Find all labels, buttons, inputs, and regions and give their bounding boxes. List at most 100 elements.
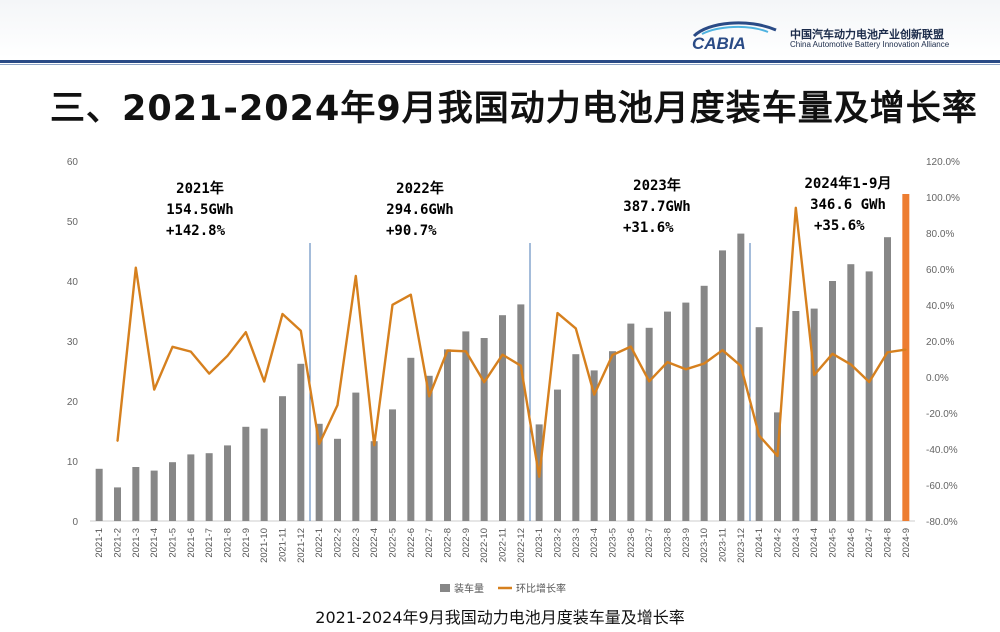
growth-rate-point — [575, 327, 577, 330]
bar — [810, 308, 818, 521]
y-right-tick-label: 0.0% — [926, 373, 949, 384]
growth-rate-point — [776, 455, 779, 457]
bar — [150, 470, 158, 521]
bar — [847, 264, 855, 521]
x-tick-label: 2023-8 — [663, 528, 674, 558]
x-tick-label: 2024-9 — [901, 528, 912, 558]
growth-rate-point — [648, 380, 650, 383]
growth-rate-point — [703, 362, 705, 365]
x-tick-label: 2023-5 — [608, 528, 619, 558]
growth-rate-point — [135, 266, 137, 269]
annotation-growth: +90.7% — [386, 223, 437, 239]
growth-rate-point — [391, 304, 394, 306]
org-name-cn: 中国汽车动力电池产业创新联盟 — [790, 28, 944, 41]
bar — [590, 370, 598, 521]
x-tick-label: 2023-11 — [718, 528, 729, 562]
logo-text: CABIA — [692, 34, 746, 52]
header-rule-thin — [0, 64, 1000, 65]
x-tick-label: 2021-4 — [149, 528, 160, 558]
x-tick-label: 2023-9 — [681, 528, 692, 558]
x-tick-label: 2024-2 — [773, 528, 784, 558]
growth-rate-line — [116, 206, 906, 478]
growth-rate-point — [281, 313, 284, 315]
y-right-tick-label: -80.0% — [926, 517, 958, 528]
growth-rate-point — [116, 440, 119, 442]
bar — [297, 363, 305, 521]
growth-rate-point — [245, 331, 247, 333]
legend-bar-label: 装车量 — [454, 582, 484, 595]
x-tick-label: 2021-3 — [131, 528, 142, 558]
bar — [407, 357, 415, 521]
x-tick-label: 2021-7 — [204, 528, 215, 558]
growth-rate-point — [740, 365, 742, 367]
legend-bar-swatch — [440, 584, 450, 592]
growth-rate-point — [446, 349, 449, 352]
x-tick-label: 2023-7 — [644, 528, 655, 558]
growth-rate-point — [520, 364, 522, 367]
growth-rate-point — [263, 380, 265, 383]
x-tick-label: 2022-7 — [424, 528, 435, 558]
bar — [315, 423, 323, 521]
x-tick-label: 2022-4 — [369, 528, 380, 558]
bar — [700, 285, 708, 521]
bar — [682, 302, 690, 521]
bar — [645, 327, 653, 521]
annotation-year: 2021年 — [176, 180, 224, 197]
x-tick-label: 2024-8 — [883, 528, 894, 558]
bar — [774, 412, 781, 521]
x-tick-label: 2021-1 — [94, 528, 105, 558]
bar — [664, 311, 671, 521]
bar — [627, 323, 635, 521]
bar — [755, 327, 763, 521]
y-left-tick-label: 0 — [72, 517, 78, 528]
x-tick-label: 2022-8 — [443, 528, 454, 558]
bar — [114, 487, 121, 521]
y-right-tick-label: 80.0% — [926, 229, 954, 240]
annotation-year: 2022年 — [396, 180, 444, 197]
growth-rate-point — [556, 312, 559, 314]
annotation-growth: +35.6% — [814, 218, 865, 234]
x-tick-label: 2022-2 — [333, 528, 344, 558]
x-tick-label: 2024-4 — [809, 528, 820, 558]
x-tick-label: 2021-9 — [241, 528, 252, 558]
bar-highlight — [902, 194, 910, 521]
bar — [865, 271, 873, 521]
header-rule — [0, 60, 1000, 63]
bar — [132, 467, 140, 521]
x-tick-label: 2024-1 — [754, 528, 765, 558]
x-tick-label: 2022-9 — [461, 528, 472, 558]
x-tick-label: 2021-2 — [113, 528, 124, 558]
bar — [389, 409, 396, 521]
growth-rate-point — [336, 404, 339, 406]
y-right-tick-label: 120.0% — [926, 157, 960, 168]
growth-rate-point — [501, 353, 504, 356]
bar — [609, 351, 616, 521]
x-tick-label: 2024-5 — [828, 528, 839, 558]
bar — [260, 428, 268, 521]
bar — [425, 375, 433, 521]
x-tick-label: 2022-5 — [388, 528, 399, 558]
x-tick-label: 2023-6 — [626, 528, 637, 558]
annotation-total: 154.5GWh — [166, 202, 233, 218]
bar — [719, 250, 726, 521]
growth-rate-point — [721, 349, 724, 351]
x-tick-label: 2022-6 — [406, 528, 417, 558]
x-tick-label: 2023-10 — [699, 528, 710, 563]
bar — [517, 304, 525, 521]
bar — [242, 426, 250, 521]
growth-rate-point — [886, 351, 889, 354]
x-tick-label: 2021-10 — [259, 528, 270, 563]
growth-rate-point — [611, 354, 614, 356]
annotation-growth: +142.8% — [166, 223, 226, 239]
bar — [334, 438, 341, 521]
x-tick-label: 2024-3 — [791, 528, 802, 558]
x-tick-label: 2024-7 — [864, 528, 875, 558]
y-right-tick-label: -20.0% — [926, 409, 958, 420]
x-tick-label: 2022-3 — [351, 528, 362, 558]
bar — [279, 396, 286, 521]
growth-rate-point — [410, 293, 412, 296]
bar — [737, 233, 745, 521]
bar — [224, 445, 231, 521]
annotation-growth: +31.6% — [623, 220, 674, 236]
annotation-year: 2024年1-9月 — [804, 175, 891, 192]
